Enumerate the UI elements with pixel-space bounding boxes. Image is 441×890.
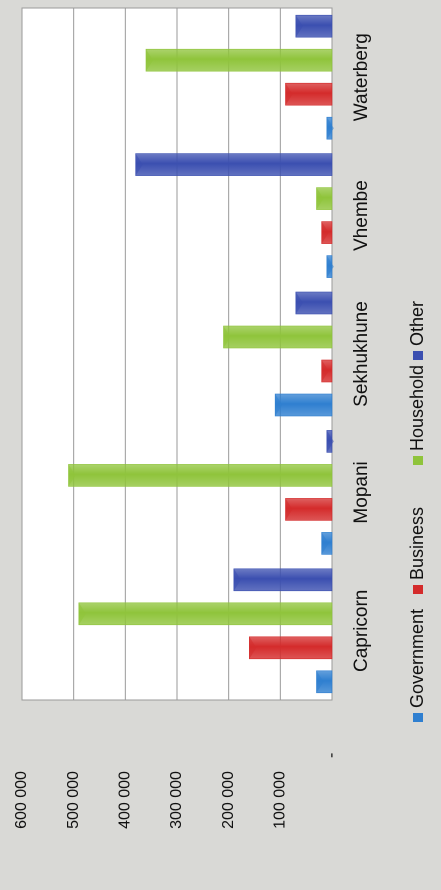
- bar-cap: [285, 498, 293, 521]
- bar-cap: [326, 255, 334, 278]
- bar-cap: [321, 360, 329, 382]
- category-label: Capricorn: [351, 590, 372, 672]
- bar-cap: [249, 636, 257, 659]
- bar-cap: [135, 153, 143, 176]
- legend-swatch-other: [413, 351, 423, 360]
- legend-label-business: Business: [407, 507, 427, 580]
- value-tick-label: 400 000: [117, 771, 134, 829]
- bar-cap: [233, 568, 241, 591]
- bar-cap: [321, 221, 329, 244]
- bar-cap: [68, 464, 76, 487]
- legend-label-government: Government: [407, 609, 427, 708]
- value-tick-label: 600 000: [13, 771, 30, 829]
- category-label: Sekhukhune: [351, 301, 372, 407]
- category-label: Vhembe: [351, 180, 372, 251]
- value-tick-label: 500 000: [65, 771, 82, 829]
- bar-cap: [321, 532, 329, 555]
- legend-label-household: Household: [407, 365, 427, 451]
- bar-cap: [316, 670, 324, 693]
- category-label: Waterberg: [351, 33, 372, 121]
- bar-government-sekhukhune: [274, 393, 333, 417]
- value-tick-label: -: [323, 753, 340, 758]
- bar-cap: [275, 394, 283, 416]
- bar-cap: [78, 602, 86, 625]
- category-label: Mopani: [351, 461, 372, 523]
- bar-cap: [326, 117, 334, 140]
- bar-business-capricorn: [249, 636, 333, 660]
- bar-cap: [295, 15, 303, 38]
- bar-cap: [146, 49, 153, 72]
- legend-label-other: Other: [407, 301, 427, 346]
- bar-other-vhembe: [135, 153, 333, 176]
- bar-household-waterberg: [145, 48, 333, 72]
- value-tick-label: 300 000: [168, 771, 185, 829]
- bar-cap: [316, 187, 324, 210]
- value-tick-label: 200 000: [220, 771, 237, 829]
- bar-cap: [295, 292, 303, 314]
- legend-swatch-business: [413, 585, 423, 594]
- legend-swatch-government: [413, 713, 423, 722]
- bar-other-capricorn: [233, 568, 333, 592]
- bar-cap: [326, 430, 334, 453]
- legend-swatch-household: [413, 456, 423, 465]
- bar-household-mopani: [68, 464, 333, 487]
- bar-household-sekhukhune: [223, 325, 333, 349]
- value-tick-label: 100 000: [272, 771, 289, 829]
- bar-household-capricorn: [78, 602, 333, 626]
- bar-cap: [223, 326, 231, 348]
- bar-cap: [285, 83, 293, 106]
